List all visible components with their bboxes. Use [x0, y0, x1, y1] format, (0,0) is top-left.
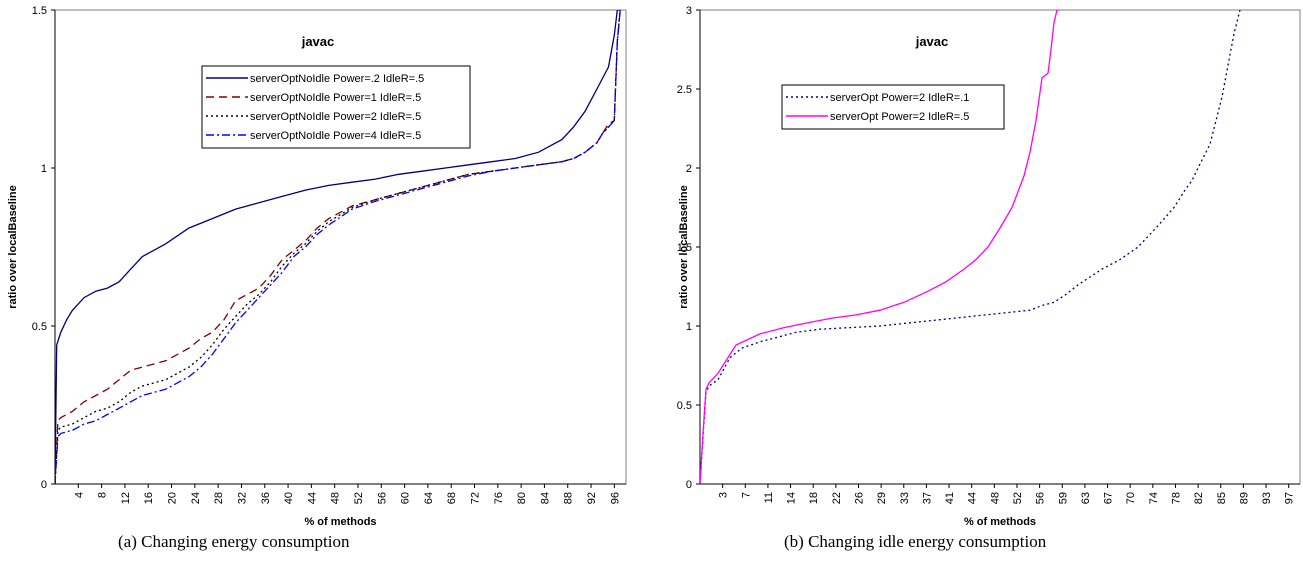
series-line-4	[55, 10, 621, 484]
x-tick-label: 41	[944, 492, 956, 504]
x-tick-label: 14	[786, 492, 798, 504]
x-tick-label: 16	[143, 492, 155, 504]
legend-label-4: serverOptNoIdle Power=4 IdleR=.5	[250, 130, 421, 142]
y-tick-label: 0	[686, 479, 692, 491]
legend-box	[781, 84, 1005, 130]
x-tick-label: 26	[853, 492, 865, 504]
x-tick-label: 64	[423, 492, 435, 504]
x-tick-label: 89	[1238, 492, 1250, 504]
x-tick-label: 40	[283, 492, 295, 504]
x-tick-label: 88	[563, 492, 575, 504]
x-tick-label: 33	[899, 492, 911, 504]
chart-a: 00.511.54 8 12 16 20 24 28 32 36 40 44 48 52 56 60 64 68…	[7, 5, 627, 528]
y-axis-label: ratio over localBaseline	[678, 185, 690, 309]
y-tick-label: 1.5	[677, 242, 692, 254]
y-tick-label: 0.5	[677, 400, 692, 412]
x-tick-label: 18	[808, 492, 820, 504]
x-tick-label: 72	[470, 492, 482, 504]
y-tick-label: 0.5	[32, 321, 47, 333]
y-tick-label: 3	[686, 5, 692, 17]
x-tick-label: 48	[989, 492, 1001, 504]
caption-a: (a) Changing energy consumption	[118, 532, 350, 551]
x-tick-label: 92	[586, 492, 598, 504]
x-tick-label: 52	[353, 492, 365, 504]
x-tick-label: 56	[1035, 492, 1047, 504]
x-axis-label: % of methods	[304, 516, 376, 528]
legend-box	[201, 65, 471, 149]
x-tick-label: 96	[609, 492, 621, 504]
x-tick-label: 32	[236, 492, 248, 504]
x-tick-label: 29	[876, 492, 888, 504]
y-tick-label: 2	[686, 163, 692, 175]
x-tick-label: 59	[1057, 492, 1069, 504]
series-line-1	[55, 10, 621, 484]
x-tick-label: 93	[1261, 492, 1273, 504]
legend-label-1: serverOpt Power=2 IdleR=.1	[830, 92, 969, 104]
y-tick-label: 1	[686, 321, 692, 333]
x-tick-label: 60	[400, 492, 412, 504]
x-tick-label: 37	[921, 492, 933, 504]
y-tick-label: 2.5	[677, 84, 692, 96]
x-tick-label: 28	[213, 492, 225, 504]
x-tick-label: 12	[120, 492, 132, 504]
x-tick-label: 82	[1193, 492, 1205, 504]
x-tick-label: 7	[740, 492, 752, 498]
x-tick-label: 74	[1148, 492, 1160, 504]
y-tick-label: 1.5	[32, 5, 47, 17]
y-axis-label: ratio over localBaseline	[7, 185, 19, 309]
legend-label-3: serverOptNoIdle Power=2 IdleR=.5	[250, 111, 421, 123]
legend-label-2: serverOptNoIdle Power=1 IdleR=.5	[250, 92, 421, 104]
legend-label-2: serverOpt Power=2 IdleR=.5	[830, 111, 969, 123]
x-tick-label: 78	[1170, 492, 1182, 504]
x-tick-label: 52	[1012, 492, 1024, 504]
x-tick-label: 3	[718, 492, 730, 498]
x-tick-label: 4	[73, 492, 85, 498]
x-tick-label: 11	[763, 492, 775, 503]
legend-label-1: serverOptNoIdle Power=.2 IdleR=.5	[250, 73, 424, 85]
x-tick-label: 80	[516, 492, 528, 504]
x-axis-label: % of methods	[964, 516, 1036, 528]
chart-title: javac	[915, 34, 949, 49]
chart-title: javac	[301, 34, 335, 49]
series-line-1	[700, 10, 1241, 484]
caption-b: (b) Changing idle energy consumption	[784, 532, 1047, 551]
x-tick-label: 76	[493, 492, 505, 504]
x-tick-label: 24	[190, 492, 202, 504]
plot-area-frame	[699, 9, 1301, 485]
x-tick-label: 20	[167, 492, 179, 504]
x-tick-label: 44	[967, 492, 979, 504]
series-line-2	[700, 10, 1060, 484]
x-tick-label: 56	[376, 492, 388, 504]
x-tick-label: 36	[260, 492, 272, 504]
x-tick-label: 97	[1284, 492, 1296, 504]
y-tick-label: 1	[41, 163, 47, 175]
y-tick-label: 0	[41, 479, 47, 491]
x-tick-label: 48	[330, 492, 342, 504]
x-tick-label: 63	[1080, 492, 1092, 504]
x-tick-label: 70	[1125, 492, 1137, 504]
x-tick-label: 68	[446, 492, 458, 504]
x-tick-label: 44	[306, 492, 318, 504]
x-tick-label: 84	[539, 492, 551, 504]
x-tick-label: 85	[1216, 492, 1228, 504]
x-tick-label: 22	[831, 492, 843, 504]
chart-b: 00.511.522.533 7 11 14 18 22 26 29 33 37 41 44 48 52 5…	[677, 5, 1301, 528]
x-tick-label: 8	[97, 492, 109, 498]
x-tick-label: 67	[1103, 492, 1115, 504]
